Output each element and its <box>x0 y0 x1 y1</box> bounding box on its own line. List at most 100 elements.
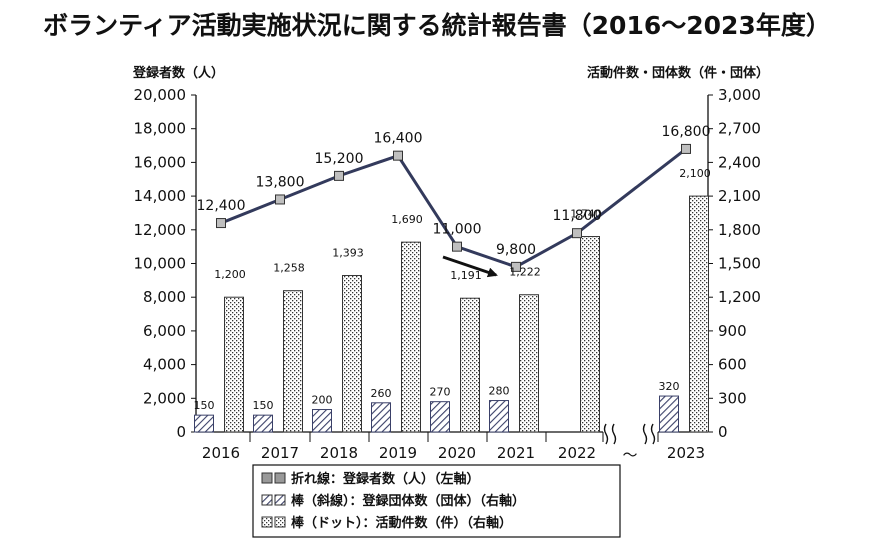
left-tick-label: 18,000 <box>134 120 187 138</box>
bar-dots-label-2020: 1,191 <box>450 269 482 282</box>
bar-hatch-2023 <box>659 395 679 433</box>
x-tick-label: 2018 <box>320 444 358 462</box>
trend-arrow <box>442 255 498 278</box>
bar-hatch-label-2020: 270 <box>430 386 451 399</box>
line-label-2016: 12,400 <box>197 198 246 214</box>
right-tick-label: 0 <box>718 423 728 441</box>
line-point-2016 <box>216 218 226 229</box>
bar-dots-label-2023: 2,100 <box>679 167 711 180</box>
x-tick-label: 2020 <box>438 444 476 462</box>
right-tick-label: 300 <box>718 389 747 407</box>
line-point-2020 <box>452 241 462 252</box>
bar-dots-2018 <box>342 275 362 433</box>
legend-swatch-hatch-2 <box>274 494 286 506</box>
bar-dots-2016 <box>224 296 244 433</box>
line-point-2017 <box>275 194 285 205</box>
bar-dots-2017 <box>283 290 303 433</box>
bar-dots-2020 <box>460 297 480 433</box>
right-tick-label: 2,700 <box>718 120 761 138</box>
left-tick-label: 16,000 <box>134 153 187 171</box>
bar-hatch-label-2019: 260 <box>371 387 392 400</box>
legend-item-dots: 棒（ドット）：活動件数（件）（右軸） <box>291 515 512 531</box>
bar-hatch-label-2021: 280 <box>489 385 510 398</box>
bars-layer <box>194 195 709 433</box>
right-tick-label: 900 <box>718 322 747 340</box>
x-gap-label: 〜 <box>622 446 637 464</box>
bar-hatch-2021 <box>489 400 509 433</box>
left-tick-label: 10,000 <box>134 255 187 273</box>
line-point-2023 <box>681 143 691 154</box>
x-tick-label: 2016 <box>202 444 240 462</box>
left-tick-label: 8,000 <box>143 288 186 306</box>
chart-title: ボランティア活動実施状況に関する統計報告書（2016〜2023年度） <box>43 11 831 40</box>
line-layer <box>216 143 691 272</box>
bar-hatch-label-2017: 150 <box>253 399 274 412</box>
line-point-2019 <box>393 150 403 161</box>
right-tick-label: 1,800 <box>718 221 761 239</box>
x-tick-label: 2017 <box>261 444 299 462</box>
bar-dots-2019 <box>401 241 421 433</box>
line-label-2019: 16,400 <box>374 131 423 147</box>
line-label-2021: 9,800 <box>496 242 536 258</box>
legend-swatch-dots-1 <box>261 516 273 528</box>
legend-swatch-dots-2 <box>274 516 286 528</box>
left-tick-label: 2,000 <box>143 389 186 407</box>
right-tick-label: 1,200 <box>718 288 761 306</box>
bar-dots-label-2018: 1,393 <box>332 247 364 260</box>
line-label-2017: 13,800 <box>256 174 305 190</box>
line-point-2021 <box>511 261 521 272</box>
bar-hatch-2020 <box>430 401 450 433</box>
axis-break-left <box>603 423 609 445</box>
x-tick-label: 2019 <box>379 444 417 462</box>
legend-item-hatch: 棒（斜線）：登録団体数（団体）（右軸） <box>291 493 525 509</box>
left-tick-label: 20,000 <box>134 86 187 104</box>
legend-swatch-line-2 <box>274 472 286 484</box>
bar-dots-label-2017: 1,258 <box>273 262 305 275</box>
right-tick-label: 2,400 <box>718 153 761 171</box>
left-tick-label: 12,000 <box>134 221 187 239</box>
axis-break-right-2 <box>650 423 656 445</box>
left-tick-label: 14,000 <box>134 187 187 205</box>
left-tick-label: 6,000 <box>143 322 186 340</box>
bar-hatch-label-2018: 200 <box>312 394 333 407</box>
bar-dots-2021 <box>519 294 539 433</box>
line-point-2022 <box>572 228 582 239</box>
bar-hatch-2016 <box>194 414 214 433</box>
legend: 折れ線：登録者数（人）（左軸） 棒（斜線）：登録団体数（団体）（右軸） 棒（ドッ… <box>252 464 621 538</box>
axes: 0 2,000 4,000 6,000 8,000 10,000 12,000 14,000 1… <box>134 86 761 464</box>
line-label-2018: 15,200 <box>315 151 364 167</box>
bar-hatch-label-2016: 150 <box>194 399 215 412</box>
right-tick-label: 3,000 <box>718 86 761 104</box>
right-axis-title: 活動件数・団体数（件・団体） <box>587 65 769 81</box>
left-axis-title: 登録者数（人） <box>132 65 224 81</box>
x-tick-label: 2021 <box>497 444 535 462</box>
legend-swatch-hatch-1 <box>261 494 273 506</box>
line-label-2022: 11,800 <box>553 208 602 224</box>
bar-dots-label-2022: 1,740 <box>570 208 602 221</box>
x-tick-label: 2022 <box>558 444 596 462</box>
legend-item-line: 折れ線：登録者数（人）（左軸） <box>291 471 480 487</box>
right-tick-label: 1,500 <box>718 255 761 273</box>
bar-dots-2022 <box>580 236 600 433</box>
bar-hatch-2017 <box>253 414 273 433</box>
line-label-2023: 16,800 <box>662 124 711 140</box>
bar-dots-label-2016: 1,200 <box>214 268 246 281</box>
bar-hatch-label-2023: 320 <box>659 380 680 393</box>
bar-hatch-2018 <box>312 409 332 433</box>
bar-dots-2023 <box>689 195 709 433</box>
labels-layer: 150 150 200 260 270 280 320 1,200 1,258 1,393 1,69… <box>194 124 711 412</box>
bar-dots-label-2019: 1,690 <box>391 213 423 226</box>
bar-hatch-2019 <box>371 402 391 433</box>
left-tick-label: 4,000 <box>143 356 186 374</box>
right-tick-label: 2,100 <box>718 187 761 205</box>
legend-swatch-line-1 <box>261 472 273 484</box>
left-tick-label: 0 <box>176 423 186 441</box>
line-label-2020: 11,000 <box>433 222 482 238</box>
legend-box <box>252 464 621 538</box>
bar-dots-label-2021: 1,222 <box>509 266 541 279</box>
right-tick-label: 600 <box>718 356 747 374</box>
axis-break-left-2 <box>611 423 617 445</box>
x-tick-label: 2023 <box>667 444 705 462</box>
